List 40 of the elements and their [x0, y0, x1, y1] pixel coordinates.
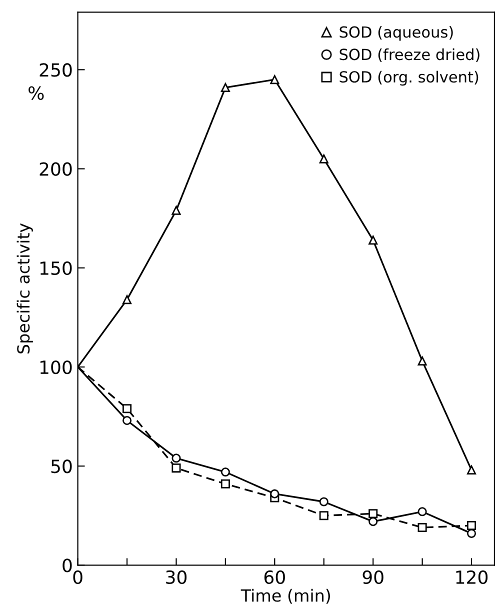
x-tick-label: 60 — [264, 570, 285, 584]
point — [466, 466, 476, 475]
point — [418, 523, 427, 532]
point — [122, 404, 132, 414]
point — [418, 356, 427, 366]
y-tick-label: 0 — [62, 558, 72, 572]
y-axis-title: Specific activity — [16, 223, 33, 354]
y-tick-label: 200 — [40, 162, 72, 176]
y-tick-label: 150 — [40, 261, 72, 276]
point — [220, 83, 230, 92]
point — [220, 479, 230, 488]
legend-label: SOD (org. solvent) — [340, 70, 478, 86]
point — [466, 521, 476, 530]
point — [319, 497, 328, 506]
x-tick-label: 0 — [73, 570, 82, 584]
point — [172, 464, 181, 473]
legend-label: SOD (aqueous) — [340, 26, 453, 41]
point — [418, 507, 427, 516]
legend-label: SOD (freeze dried) — [340, 48, 480, 62]
x-axis-title: Time (min) — [240, 588, 330, 604]
point — [270, 489, 280, 498]
point — [368, 517, 378, 526]
point — [220, 468, 230, 477]
point — [368, 509, 378, 518]
point — [319, 511, 328, 520]
point — [270, 75, 280, 84]
point — [319, 154, 328, 164]
text: % — [28, 86, 44, 100]
x-tick-label: 90 — [362, 570, 384, 584]
point — [172, 454, 181, 463]
y-tick-label: 100 — [40, 360, 72, 374]
x-tick-label: 120 — [456, 570, 488, 584]
point — [466, 528, 476, 538]
point — [368, 236, 378, 245]
point — [122, 295, 132, 304]
point — [122, 416, 132, 426]
x-tick-label: 30 — [166, 570, 187, 584]
y-tick-label: 250 — [40, 63, 72, 77]
point — [172, 206, 181, 215]
y-tick-label: 50 — [51, 460, 72, 474]
